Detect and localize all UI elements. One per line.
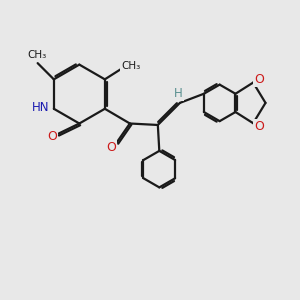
Text: H: H (174, 87, 183, 100)
Text: O: O (47, 130, 57, 143)
Text: CH₃: CH₃ (121, 61, 140, 71)
Text: O: O (254, 73, 264, 86)
Text: HN: HN (32, 101, 49, 114)
Text: O: O (254, 120, 264, 133)
Text: CH₃: CH₃ (27, 50, 47, 60)
Text: O: O (106, 141, 116, 154)
